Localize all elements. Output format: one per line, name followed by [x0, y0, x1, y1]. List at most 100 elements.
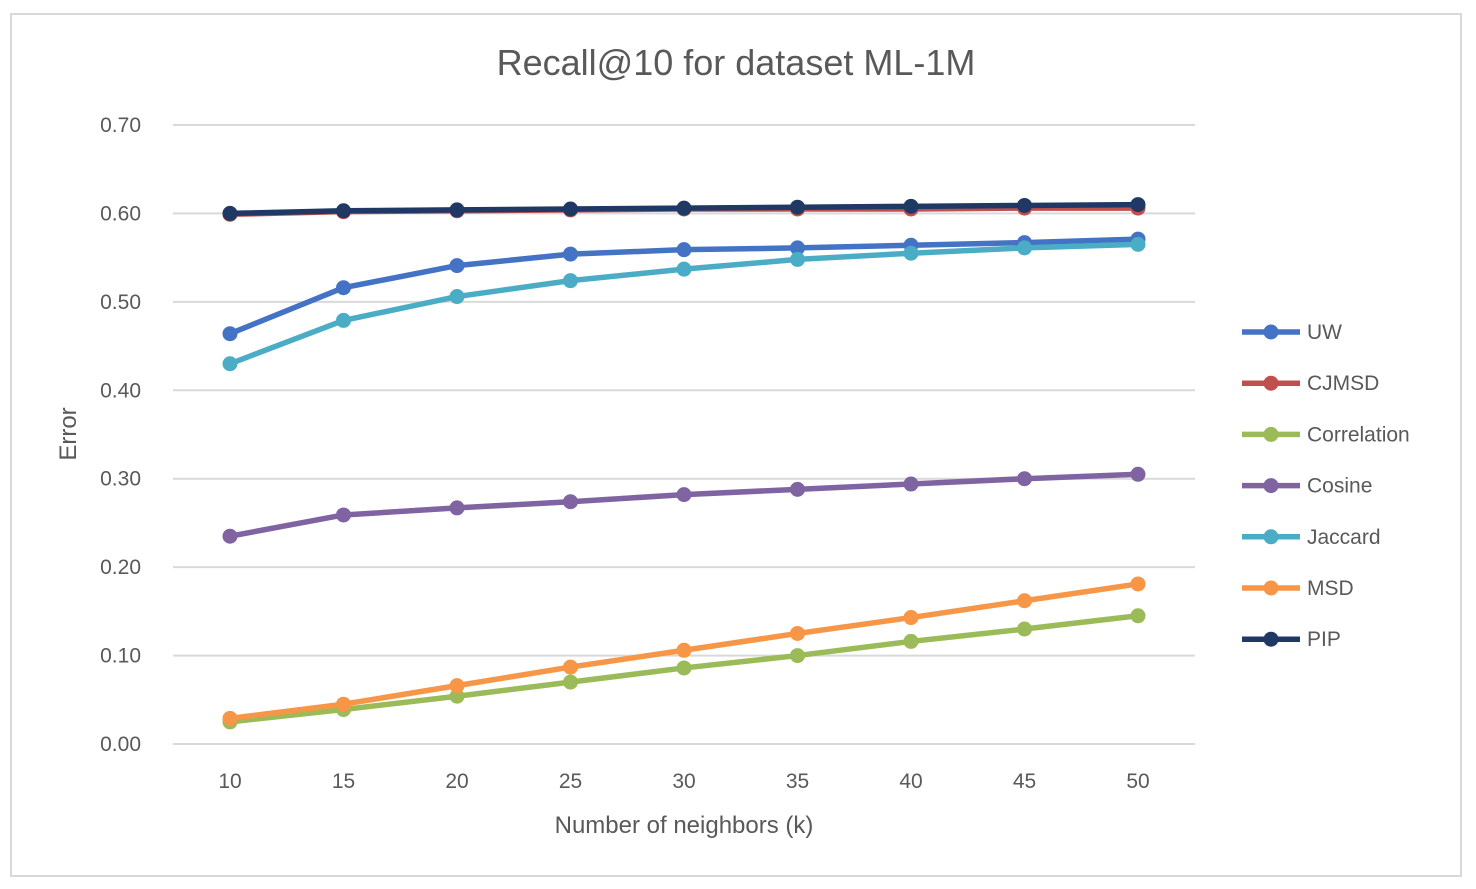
- series-cosine: [222, 466, 1146, 544]
- data-point-cosine: [903, 476, 919, 492]
- data-point-uw: [336, 280, 351, 296]
- chart-title: Recall@10 for dataset ML-1M: [497, 42, 976, 83]
- data-point-pip: [1130, 197, 1146, 213]
- data-point-jaccard: [903, 245, 919, 261]
- legend-swatch-marker: [1263, 631, 1279, 647]
- data-point-cosine: [222, 528, 238, 544]
- legend-item-jaccard: Jaccard: [1242, 526, 1381, 549]
- data-point-pip: [790, 199, 805, 215]
- data-point-msd: [676, 642, 692, 658]
- x-tick-label: 25: [559, 770, 582, 793]
- data-point-pip: [336, 203, 351, 219]
- legend-swatch-marker: [1263, 375, 1279, 391]
- data-point-cosine: [1130, 466, 1146, 482]
- data-point-msd: [1130, 576, 1146, 592]
- data-point-pip: [676, 200, 692, 216]
- data-point-cosine: [790, 481, 805, 497]
- chart-frame: [10, 13, 1462, 877]
- x-tick-label: 10: [218, 770, 241, 793]
- x-axis-label: Number of neighbors (k): [555, 812, 814, 839]
- data-point-correlation: [449, 688, 465, 704]
- y-tick-label: 0.50: [100, 291, 141, 314]
- data-point-pip: [449, 202, 465, 218]
- x-tick-label: 40: [899, 770, 922, 793]
- y-tick-label: 0.20: [100, 556, 141, 579]
- y-tick-label: 0.10: [100, 645, 141, 668]
- y-tick-label: 0.00: [100, 733, 141, 756]
- data-point-uw: [449, 258, 465, 274]
- legend-label: UW: [1307, 321, 1342, 344]
- x-tick-label: 20: [445, 770, 468, 793]
- series-jaccard: [222, 236, 1146, 372]
- legend-swatch-marker: [1263, 426, 1279, 442]
- y-tick-label: 0.70: [100, 114, 141, 137]
- data-point-msd: [790, 625, 805, 641]
- series-msd: [222, 576, 1146, 726]
- series-line-cosine: [227, 471, 1141, 539]
- data-point-cosine: [676, 487, 692, 503]
- data-point-jaccard: [676, 261, 692, 277]
- data-point-uw: [563, 246, 578, 262]
- legend-swatch-marker: [1263, 324, 1279, 340]
- data-point-correlation: [676, 660, 692, 676]
- y-axis-label: Error: [55, 407, 82, 460]
- series-layer: [222, 197, 1146, 730]
- legend-label: MSD: [1307, 577, 1354, 600]
- data-point-jaccard: [563, 273, 578, 289]
- data-point-jaccard: [336, 312, 351, 328]
- series-correlation: [222, 608, 1146, 730]
- x-tick-label: 50: [1126, 770, 1149, 793]
- data-point-pip: [1017, 197, 1032, 213]
- legend-swatch-marker: [1263, 580, 1279, 596]
- legend-item-correlation: Correlation: [1242, 423, 1410, 446]
- data-point-jaccard: [449, 289, 465, 305]
- legend-label: Correlation: [1307, 423, 1410, 446]
- data-point-cosine: [449, 500, 465, 516]
- legend-label: PIP: [1307, 628, 1341, 651]
- data-point-cosine: [563, 494, 578, 510]
- data-point-correlation: [563, 674, 578, 690]
- data-point-jaccard: [1017, 240, 1032, 256]
- x-tick-label: 30: [672, 770, 695, 793]
- legend-item-cosine: Cosine: [1242, 475, 1372, 498]
- data-point-uw: [222, 326, 238, 342]
- data-point-jaccard: [790, 251, 805, 267]
- data-point-msd: [449, 678, 465, 694]
- data-point-correlation: [1017, 621, 1032, 637]
- x-tick-label: 45: [1013, 770, 1036, 793]
- legend: UW CJMSD Correlation Cosine Jaccard MSD PIP: [1242, 321, 1410, 651]
- legend-item-pip: PIP: [1242, 628, 1341, 651]
- y-tick-label: 0.30: [100, 468, 141, 491]
- data-point-pip: [563, 201, 578, 217]
- legend-item-uw: UW: [1242, 321, 1342, 344]
- legend-item-msd: MSD: [1242, 577, 1354, 600]
- x-axis-ticks: 10 15 20 25 30 35 40 45 50: [218, 770, 1149, 793]
- data-point-pip: [222, 205, 238, 221]
- data-point-jaccard: [1130, 236, 1146, 252]
- data-point-msd: [903, 610, 919, 626]
- data-point-uw: [676, 242, 692, 258]
- data-point-msd: [563, 659, 578, 675]
- data-point-pip: [903, 198, 919, 214]
- legend-label: Jaccard: [1307, 526, 1381, 549]
- data-point-correlation: [1130, 608, 1146, 624]
- data-point-correlation: [903, 633, 919, 649]
- legend-swatch-marker: [1263, 478, 1279, 494]
- data-point-msd: [336, 696, 351, 712]
- data-point-msd: [1017, 593, 1032, 609]
- data-point-jaccard: [222, 356, 238, 372]
- data-point-correlation: [790, 648, 805, 664]
- data-point-uw: [790, 240, 805, 256]
- data-point-cosine: [336, 507, 351, 523]
- x-tick-label: 35: [786, 770, 809, 793]
- x-tick-label: 15: [332, 770, 355, 793]
- series-pip: [222, 197, 1146, 221]
- data-point-cosine: [1017, 471, 1032, 487]
- legend-item-cjmsd: CJMSD: [1242, 372, 1379, 395]
- legend-label: Cosine: [1307, 475, 1372, 498]
- y-tick-label: 0.60: [100, 202, 141, 225]
- legend-label: CJMSD: [1307, 372, 1379, 395]
- y-axis-ticks: 0.00 0.10 0.20 0.30 0.40 0.50 0.60 0.70: [100, 114, 141, 756]
- data-point-msd: [222, 710, 238, 726]
